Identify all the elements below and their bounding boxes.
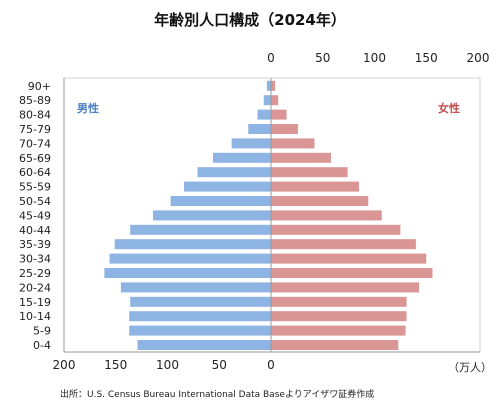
category-label: 55-59 xyxy=(19,181,51,194)
male-bar-0-4 xyxy=(137,340,271,350)
category-label: 65-69 xyxy=(19,152,51,165)
category-label: 0-4 xyxy=(33,339,51,352)
category-label: 80-84 xyxy=(19,109,51,122)
female-bar-20-24 xyxy=(271,282,420,293)
bottom-tick-label: 50 xyxy=(212,358,227,372)
female-bar-90+ xyxy=(271,80,276,91)
female-bar-80-84 xyxy=(271,109,287,120)
bottom-tick-label: 200 xyxy=(53,358,76,372)
female-bar-50-54 xyxy=(271,196,369,206)
male-bar-10-14 xyxy=(129,311,271,322)
female-bar-60-64 xyxy=(271,167,348,178)
female-bar-5-9 xyxy=(271,325,406,336)
category-label: 40-44 xyxy=(19,224,51,237)
male-bar-60-64 xyxy=(197,167,271,178)
top-tick-label: 100 xyxy=(363,51,386,65)
female-bar-55-59 xyxy=(271,181,359,192)
female-bar-65-69 xyxy=(271,152,332,163)
female-bar-45-49 xyxy=(271,210,382,221)
category-label: 90+ xyxy=(28,80,51,93)
male-bar-45-49 xyxy=(153,210,271,221)
top-tick-label: 200 xyxy=(467,51,490,65)
top-tick-label: 0 xyxy=(267,51,275,65)
legend-male: 男性 xyxy=(77,101,99,115)
bottom-tick-label: 100 xyxy=(156,358,179,372)
category-label: 25-29 xyxy=(19,267,51,280)
female-bar-35-39 xyxy=(271,239,416,250)
female-bar-10-14 xyxy=(271,311,407,322)
female-bar-15-19 xyxy=(271,296,407,307)
male-bar-20-24 xyxy=(120,282,271,293)
source-note: 出所：U.S. Census Bureau International Data… xyxy=(60,388,374,400)
category-label: 60-64 xyxy=(19,166,51,179)
female-bar-0-4 xyxy=(271,340,399,350)
category-label: 10-14 xyxy=(19,310,51,323)
bottom-tick-label: 150 xyxy=(104,358,127,372)
male-bar-85-89 xyxy=(263,95,271,106)
male-bar-30-34 xyxy=(109,253,271,264)
bars xyxy=(104,80,433,350)
male-bar-65-69 xyxy=(213,152,271,163)
category-label: 85-89 xyxy=(19,94,51,107)
female-bar-25-29 xyxy=(271,268,433,278)
male-bar-80-84 xyxy=(257,109,271,120)
unit-label: （万人） xyxy=(448,361,492,374)
female-bar-30-34 xyxy=(271,253,427,264)
category-label: 45-49 xyxy=(19,209,51,222)
bottom-tick-label: 0 xyxy=(267,358,275,372)
category-label: 30-34 xyxy=(19,253,51,266)
male-bar-15-19 xyxy=(130,296,271,307)
top-axis-ticks: 0 50 100 150 200 xyxy=(267,51,489,65)
category-label: 20-24 xyxy=(19,281,51,294)
category-label: 50-54 xyxy=(19,195,51,208)
category-label: 5-9 xyxy=(33,325,51,338)
top-tick-label: 150 xyxy=(415,51,438,65)
category-label: 15-19 xyxy=(19,296,51,309)
chart-title: 年齢別人口構成（2024年） xyxy=(154,11,346,29)
male-bar-35-39 xyxy=(114,239,271,250)
female-bar-75-79 xyxy=(271,124,298,134)
male-bar-75-79 xyxy=(248,124,271,134)
male-bar-50-54 xyxy=(170,196,271,206)
category-label: 75-79 xyxy=(19,123,51,136)
male-bar-25-29 xyxy=(104,268,272,278)
male-bar-70-74 xyxy=(231,138,271,149)
category-label: 70-74 xyxy=(19,137,51,150)
legend-female: 女性 xyxy=(438,101,460,115)
male-bar-40-44 xyxy=(130,224,271,235)
female-bar-85-89 xyxy=(271,95,279,106)
top-tick-label: 50 xyxy=(315,51,330,65)
female-bar-40-44 xyxy=(271,224,401,235)
category-label: 35-39 xyxy=(19,238,51,251)
male-bar-90+ xyxy=(266,80,271,91)
female-bar-70-74 xyxy=(271,138,315,149)
bottom-axis-ticks: 200 150 100 50 0 xyxy=(53,358,275,372)
male-bar-55-59 xyxy=(184,181,271,192)
male-bar-5-9 xyxy=(129,325,271,336)
